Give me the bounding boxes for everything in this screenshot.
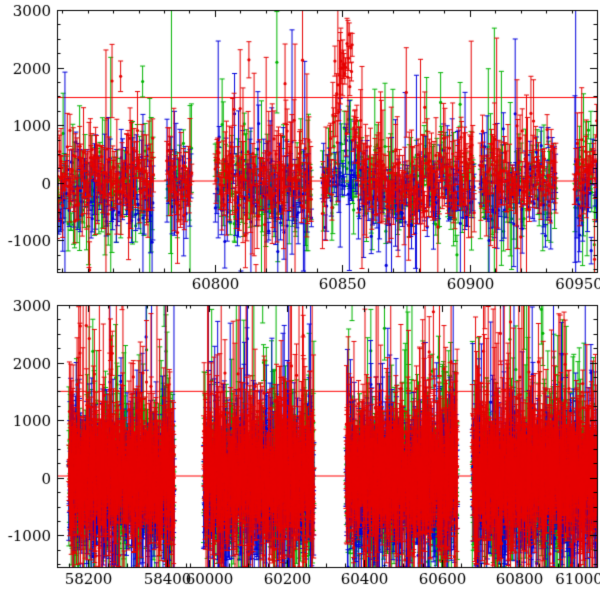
light-curves-canvas [0, 0, 600, 600]
light-curve-figure [0, 0, 600, 600]
